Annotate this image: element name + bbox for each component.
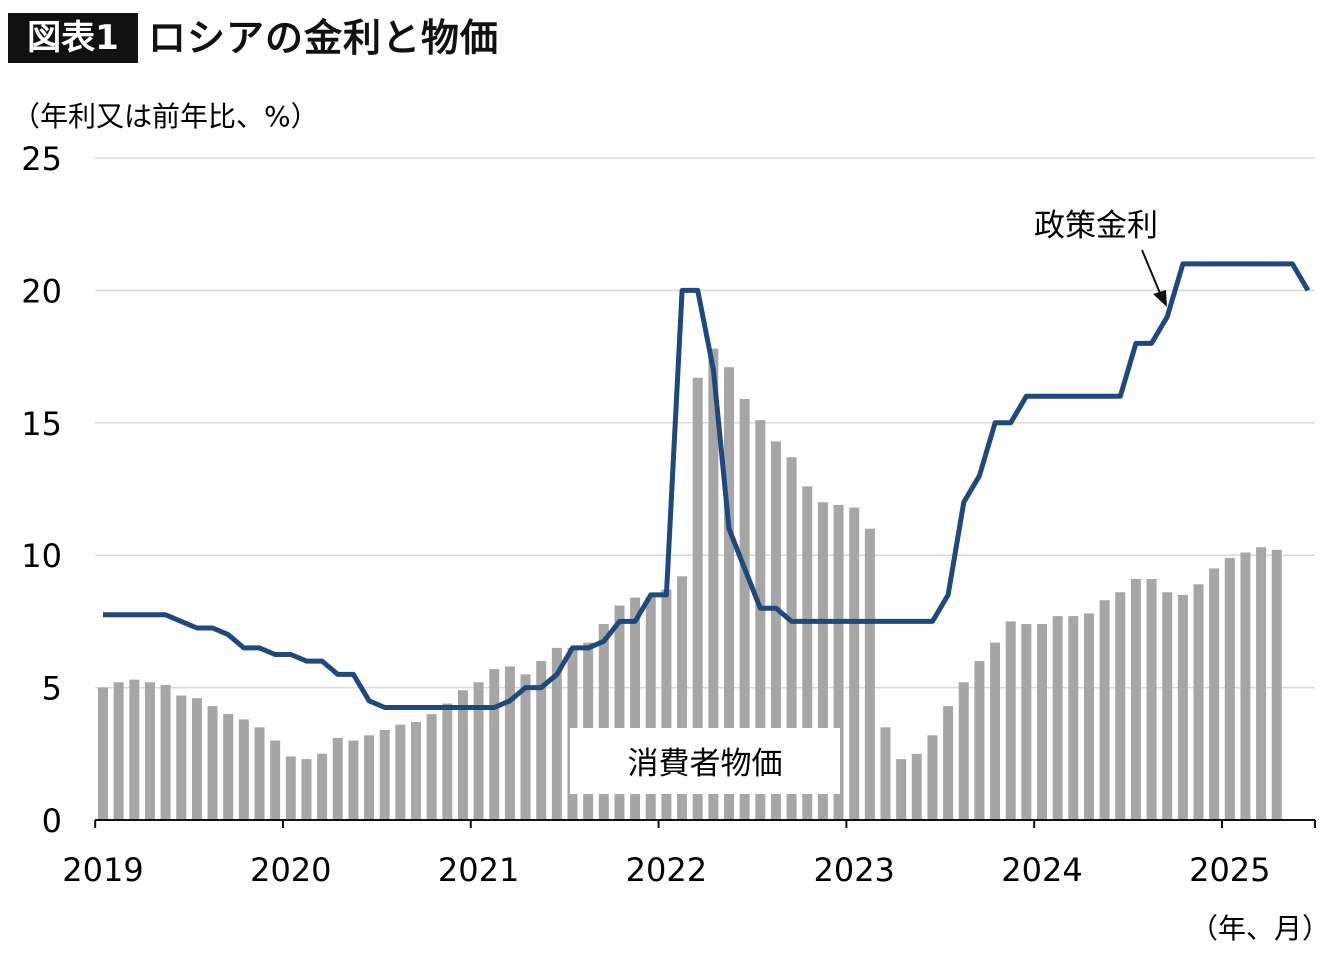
bar-cpi bbox=[1162, 592, 1173, 820]
bar-cpi bbox=[630, 597, 641, 820]
bar-cpi bbox=[301, 759, 312, 820]
bar-cpi bbox=[927, 735, 938, 820]
bar-cpi bbox=[395, 724, 406, 820]
bar-cpi bbox=[348, 740, 359, 820]
bar-cpi bbox=[489, 669, 500, 820]
bar-cpi bbox=[473, 682, 484, 820]
bar-cpi bbox=[770, 441, 781, 820]
bar-cpi bbox=[129, 679, 140, 820]
bar-cpi bbox=[536, 661, 547, 820]
bar-cpi bbox=[1037, 624, 1047, 820]
bar-cpi bbox=[880, 727, 891, 820]
bar-cpi bbox=[911, 753, 922, 820]
bar-cpi bbox=[364, 735, 375, 820]
x-axis-label: （年、月） bbox=[1190, 912, 1330, 945]
bar-cpi bbox=[802, 486, 813, 820]
annotation-arrow-line bbox=[1141, 249, 1163, 299]
bar-cpi bbox=[1115, 592, 1126, 820]
bar-cpi bbox=[1068, 616, 1079, 820]
bar-cpi bbox=[191, 698, 202, 820]
bar-cpi bbox=[160, 684, 171, 820]
x-tick-label: 2024 bbox=[1001, 851, 1082, 889]
policy-rate-line bbox=[103, 261, 1311, 710]
figure-number-badge: 図表1 bbox=[8, 13, 138, 63]
bar-cpi bbox=[724, 367, 734, 820]
y-axis-label: （年利又は前年比、%） bbox=[12, 100, 319, 133]
x-tick-label: 2021 bbox=[438, 851, 519, 889]
bar-cpi bbox=[442, 703, 453, 820]
bar-cpi bbox=[223, 714, 234, 820]
bar-cpi bbox=[1177, 594, 1188, 820]
bar-cpi bbox=[1052, 616, 1063, 820]
bar-cpi bbox=[817, 502, 828, 820]
bar-cpi bbox=[113, 682, 124, 820]
bar-cpi bbox=[1083, 613, 1094, 820]
bar-label-box bbox=[570, 728, 840, 794]
bar-cpi bbox=[238, 719, 249, 820]
bar-cpi bbox=[614, 605, 625, 820]
bar-cpi bbox=[958, 682, 969, 820]
bar-cpi bbox=[677, 576, 688, 820]
x-tick-label: 2025 bbox=[1189, 851, 1270, 889]
bar-cpi bbox=[285, 756, 296, 820]
bar-cpi bbox=[411, 722, 421, 820]
bar-cpi bbox=[176, 695, 187, 820]
bar-cpi bbox=[1146, 579, 1157, 820]
bar-cpi bbox=[426, 714, 437, 820]
bar-cpi bbox=[144, 682, 155, 820]
bar-cpi bbox=[1193, 584, 1204, 820]
line-series-label: 政策金利 bbox=[1034, 208, 1158, 244]
bar-cpi bbox=[598, 624, 609, 820]
bar-cpi bbox=[270, 740, 281, 820]
bar-cpi bbox=[1271, 549, 1282, 820]
bar-cpi bbox=[1005, 621, 1016, 820]
bar-cpi bbox=[896, 759, 907, 820]
bar-cpi bbox=[457, 690, 468, 820]
y-tick-label: 5 bbox=[42, 670, 62, 708]
bar-cpi bbox=[864, 528, 875, 820]
bar-cpi bbox=[692, 377, 703, 820]
bar-cpi bbox=[990, 642, 1001, 820]
x-tick-label: 2020 bbox=[250, 851, 331, 889]
bar-cpi bbox=[1256, 547, 1267, 820]
bar-cpi bbox=[551, 647, 562, 820]
bar-cpi bbox=[849, 507, 860, 820]
bar-cpi bbox=[974, 661, 985, 820]
bar-cpi bbox=[1209, 568, 1220, 820]
bar-cpi bbox=[317, 753, 328, 820]
bar-cpi bbox=[1224, 557, 1235, 820]
bar-cpi bbox=[207, 706, 218, 820]
bar-cpi bbox=[833, 504, 844, 820]
annotation-arrowhead bbox=[1153, 290, 1167, 307]
bar-cpi bbox=[943, 706, 954, 820]
bar-cpi bbox=[332, 737, 343, 820]
bar-cpi bbox=[504, 666, 515, 820]
x-tick-label: 2023 bbox=[813, 851, 894, 889]
bar-cpi bbox=[520, 674, 531, 820]
y-tick-label: 10 bbox=[21, 537, 62, 575]
bar-cpi bbox=[379, 729, 390, 820]
bar-cpi bbox=[786, 457, 797, 820]
chart-title: ロシアの金利と物価 bbox=[148, 16, 500, 60]
bar-series-label: 消費者物価 bbox=[628, 746, 783, 782]
bar-cpi bbox=[739, 398, 750, 820]
bar-cpi bbox=[1099, 600, 1110, 820]
bar-cpi bbox=[661, 589, 672, 820]
bar-cpi bbox=[755, 420, 766, 820]
x-tick-label: 2022 bbox=[626, 851, 707, 889]
bar-cpi bbox=[1130, 579, 1141, 820]
y-tick-label: 25 bbox=[21, 140, 62, 178]
bar-cpi bbox=[1240, 552, 1251, 820]
bar-cpi bbox=[98, 687, 108, 820]
y-tick-label: 15 bbox=[21, 405, 62, 443]
y-tick-label: 20 bbox=[21, 272, 62, 310]
y-tick-label: 0 bbox=[42, 802, 62, 840]
bar-cpi bbox=[254, 727, 265, 820]
bar-cpi bbox=[1021, 624, 1032, 820]
bar-cpi bbox=[708, 348, 719, 820]
bar-cpi bbox=[645, 597, 656, 820]
x-tick-label: 2019 bbox=[62, 851, 143, 889]
